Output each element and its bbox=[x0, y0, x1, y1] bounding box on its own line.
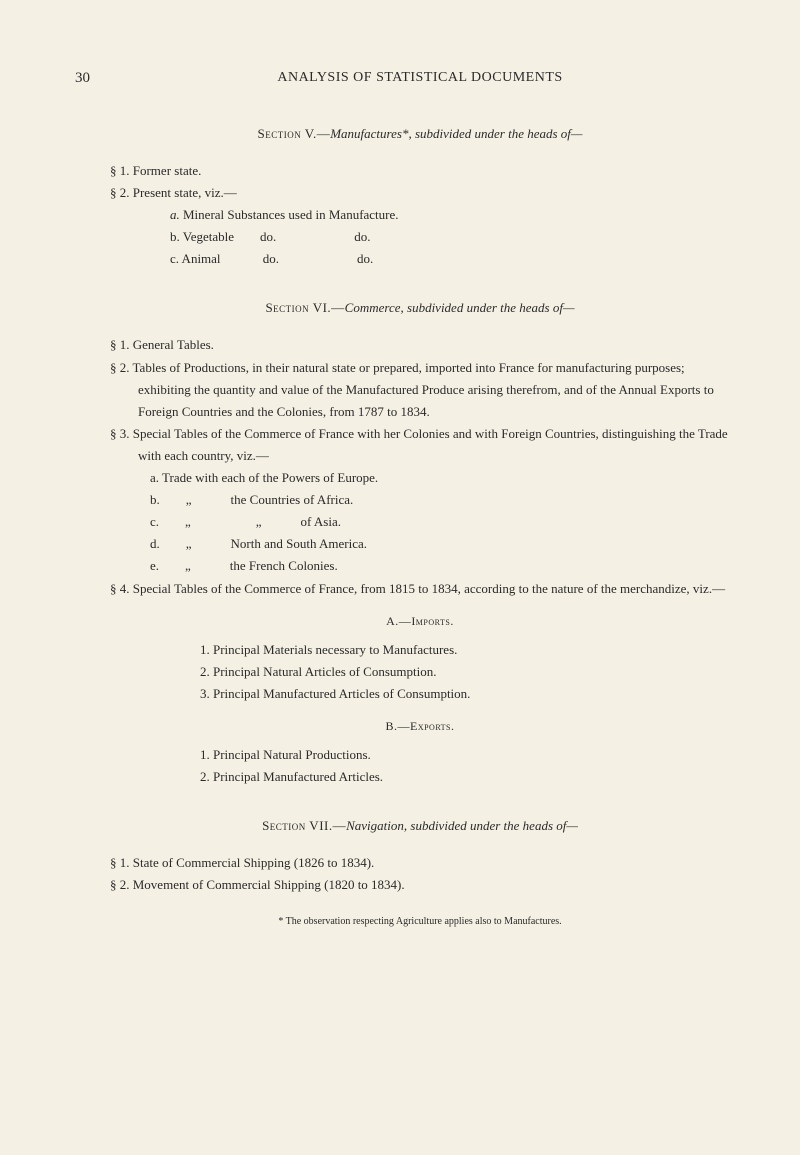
exports-heading: B.—Exports. bbox=[110, 719, 730, 734]
imports-heading: A.—Imports. bbox=[110, 614, 730, 629]
section-v-item: § 2. Present state, viz.— bbox=[110, 182, 730, 204]
section-vi-subitem: c. „ „ of Asia. bbox=[150, 511, 730, 533]
section-v-label: Section V.— bbox=[258, 126, 331, 141]
section-vi-item: § 2. Tables of Productions, in their nat… bbox=[110, 357, 730, 423]
page-header: ANALYSIS OF STATISTICAL DOCUMENTS bbox=[110, 70, 730, 86]
exports-item: 1. Principal Natural Productions. bbox=[200, 744, 730, 766]
footnote: * The observation respecting Agriculture… bbox=[110, 916, 730, 927]
section-vi-item: § 1. General Tables. bbox=[110, 334, 730, 356]
section-v-title: Section V.—Manufactures*, subdivided und… bbox=[110, 126, 730, 142]
imports-item: 1. Principal Materials necessary to Manu… bbox=[200, 639, 730, 661]
section-v-subtitle: Manufactures*, subdivided under the head… bbox=[330, 126, 582, 141]
section-v-subitem: a. Mineral Substances used in Manufactur… bbox=[170, 204, 730, 226]
section-v-item: § 1. Former state. bbox=[110, 160, 730, 182]
section-vi-label: Section VI.— bbox=[265, 300, 344, 315]
section-vi-subitem: a. Trade with each of the Powers of Euro… bbox=[150, 467, 730, 489]
section-vii-subtitle: Navigation, subdivided under the heads o… bbox=[346, 818, 578, 833]
section-vi-subtitle: Commerce, subdivided under the heads of— bbox=[345, 300, 575, 315]
section-vii-label: Section VII.— bbox=[262, 818, 346, 833]
page-container: 30 ANALYSIS OF STATISTICAL DOCUMENTS Sec… bbox=[0, 0, 800, 977]
section-vii-item: § 1. State of Commercial Shipping (1826 … bbox=[110, 852, 730, 874]
section-vii-item: § 2. Movement of Commercial Shipping (18… bbox=[110, 874, 730, 896]
section-v-subitem: b. Vegetable do. do. bbox=[170, 226, 730, 248]
exports-item: 2. Principal Manufactured Articles. bbox=[200, 766, 730, 788]
section-vi-subitem: d. „ North and South America. bbox=[150, 533, 730, 555]
section-v-subitem: c. Animal do. do. bbox=[170, 248, 730, 270]
section-vi-item: § 4. Special Tables of the Commerce of F… bbox=[110, 578, 730, 600]
section-vi-item: § 3. Special Tables of the Commerce of F… bbox=[110, 423, 730, 467]
section-vi-subitem: b. „ the Countries of Africa. bbox=[150, 489, 730, 511]
section-vi-subitem: e. „ the French Colonies. bbox=[150, 555, 730, 577]
section-vi-title: Section VI.—Commerce, subdivided under t… bbox=[110, 300, 730, 316]
imports-item: 2. Principal Natural Articles of Consump… bbox=[200, 661, 730, 683]
imports-item: 3. Principal Manufactured Articles of Co… bbox=[200, 683, 730, 705]
section-vii-title: Section VII.—Navigation, subdivided unde… bbox=[110, 818, 730, 834]
page-number: 30 bbox=[75, 70, 90, 87]
